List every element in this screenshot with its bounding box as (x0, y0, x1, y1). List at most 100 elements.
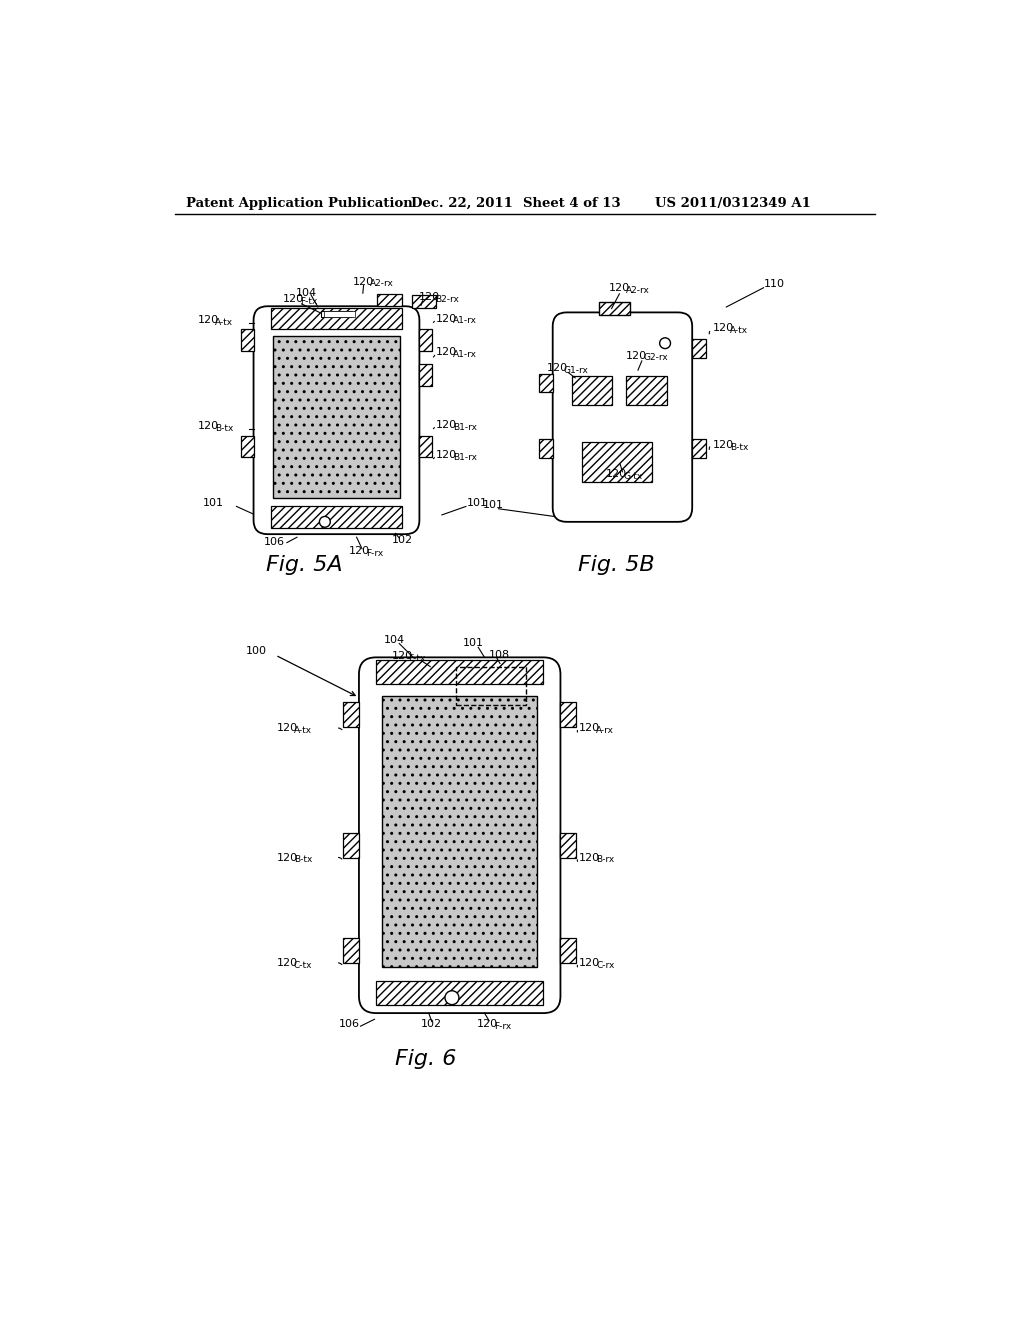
Text: 120: 120 (435, 450, 457, 459)
Bar (583, 442, 652, 482)
Text: 106: 106 (263, 537, 285, 546)
Text: 106: 106 (339, 1019, 359, 1028)
Text: 120: 120 (713, 440, 734, 450)
Text: 102: 102 (391, 535, 413, 545)
Circle shape (445, 991, 459, 1005)
Bar (456, 667, 525, 705)
Text: 120: 120 (435, 347, 457, 358)
Bar (324, 312, 355, 317)
Text: Dec. 22, 2011: Dec. 22, 2011 (411, 197, 513, 210)
Text: F-rx: F-rx (494, 1022, 511, 1031)
Text: C-tx: C-tx (294, 961, 312, 970)
Text: 120: 120 (391, 651, 413, 661)
Bar (420, 330, 432, 351)
Text: Fig. 5B: Fig. 5B (578, 554, 654, 576)
Text: US 2011/0312349 A1: US 2011/0312349 A1 (655, 197, 811, 210)
Text: Patent Application Publication: Patent Application Publication (186, 197, 413, 210)
Text: 120: 120 (435, 420, 457, 430)
Text: B-tx: B-tx (294, 855, 312, 865)
Text: F-tx: F-tx (300, 297, 317, 306)
Text: 120: 120 (579, 958, 600, 968)
Bar (241, 436, 254, 457)
Text: B-rx: B-rx (596, 855, 614, 865)
Text: 101: 101 (467, 499, 487, 508)
Text: A-tx: A-tx (215, 318, 232, 327)
Text: A1-rx: A1-rx (453, 317, 477, 325)
Text: 110: 110 (764, 279, 784, 289)
Bar (241, 330, 254, 351)
Text: 120: 120 (477, 1019, 498, 1028)
Text: 120: 120 (198, 421, 219, 432)
Bar (321, 312, 352, 317)
Bar (599, 302, 630, 314)
Bar (420, 436, 432, 457)
Bar (560, 939, 575, 964)
Text: 120: 120 (579, 853, 600, 862)
Text: 120: 120 (606, 469, 628, 479)
Text: 120: 120 (547, 363, 567, 372)
Text: C-rx: C-rx (596, 961, 614, 970)
Text: A-tx: A-tx (730, 326, 749, 334)
Bar (572, 376, 612, 405)
Text: 120: 120 (627, 351, 647, 360)
Text: 102: 102 (421, 1019, 442, 1028)
Text: 104: 104 (296, 288, 317, 298)
Bar (420, 364, 432, 385)
Bar (343, 702, 359, 726)
Text: Fig. 6: Fig. 6 (395, 1049, 457, 1069)
Circle shape (319, 516, 331, 527)
Bar (627, 376, 667, 405)
Text: 120: 120 (283, 294, 304, 305)
Text: 101: 101 (463, 639, 483, 648)
Text: B1-rx: B1-rx (453, 453, 477, 462)
Bar (539, 440, 553, 458)
Bar (343, 833, 359, 858)
Text: 120: 120 (608, 282, 630, 293)
Circle shape (659, 338, 671, 348)
Text: A2-rx: A2-rx (626, 285, 649, 294)
Text: 100: 100 (246, 647, 267, 656)
Text: B-tx: B-tx (215, 424, 233, 433)
Text: 101: 101 (483, 500, 504, 510)
Text: 108: 108 (488, 649, 510, 660)
Text: 120: 120 (435, 314, 457, 323)
Text: F-rx: F-rx (366, 549, 383, 558)
Bar (382, 696, 538, 966)
Bar (560, 833, 575, 858)
Text: 120: 120 (276, 958, 298, 968)
Text: F-tx: F-tx (409, 653, 426, 663)
Text: 120: 120 (349, 546, 370, 556)
Bar (376, 981, 544, 1006)
Text: 120: 120 (713, 323, 734, 333)
Text: A-tx: A-tx (294, 726, 312, 735)
Bar (692, 440, 707, 458)
Text: Fig. 5A: Fig. 5A (266, 554, 343, 576)
Bar (343, 939, 359, 964)
Text: 120: 120 (198, 315, 219, 325)
Text: A2-rx: A2-rx (370, 280, 393, 288)
Bar (270, 507, 402, 528)
Text: A-rx: A-rx (596, 726, 614, 735)
Text: B1-rx: B1-rx (453, 422, 477, 432)
Bar (270, 308, 402, 330)
Text: G1-rx: G1-rx (563, 366, 589, 375)
Text: 120: 120 (579, 723, 600, 733)
Text: Sheet 4 of 13: Sheet 4 of 13 (523, 197, 621, 210)
Text: B2-rx: B2-rx (435, 294, 459, 304)
Text: 101: 101 (203, 499, 224, 508)
FancyBboxPatch shape (359, 657, 560, 1014)
Bar (692, 339, 707, 358)
Bar (560, 702, 575, 726)
Text: 120: 120 (276, 853, 298, 862)
Text: G2-rx: G2-rx (643, 354, 668, 362)
Bar (377, 294, 401, 306)
Text: 120: 120 (352, 277, 374, 286)
Bar (412, 296, 436, 308)
Bar (273, 335, 400, 498)
Bar (539, 374, 553, 392)
Text: 120: 120 (276, 723, 298, 733)
Text: 104: 104 (384, 635, 404, 645)
FancyBboxPatch shape (553, 313, 692, 521)
Text: B-tx: B-tx (730, 442, 749, 451)
Text: G-tx: G-tx (624, 473, 642, 480)
